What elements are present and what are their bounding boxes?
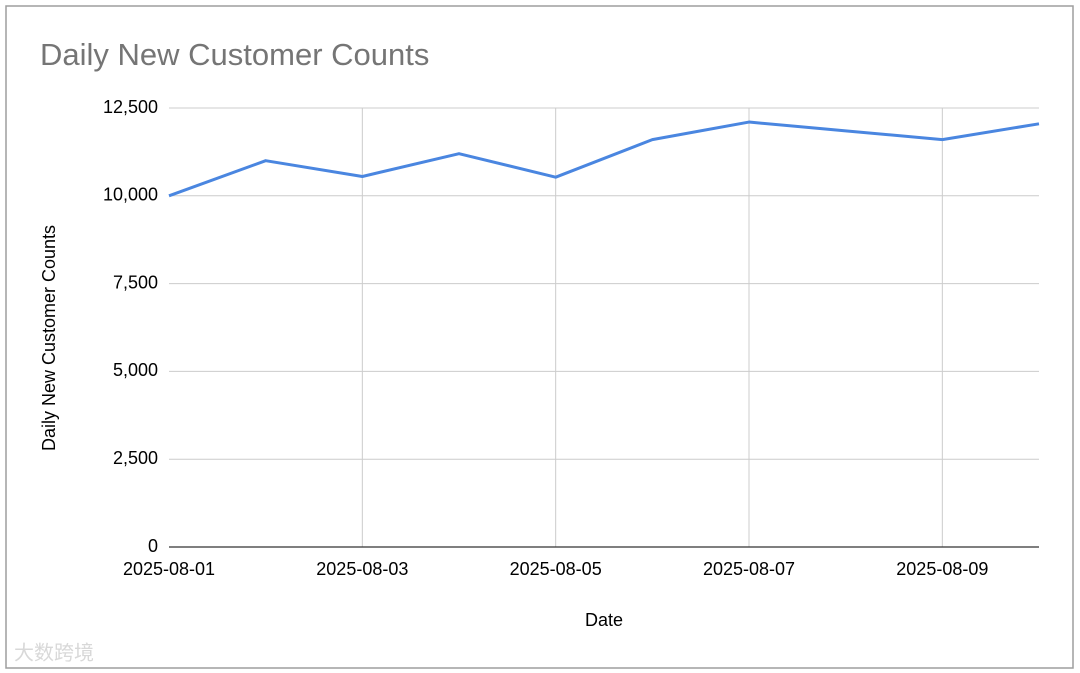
y-tick-label: 5,000 (113, 360, 158, 380)
y-tick-label: 2,500 (113, 448, 158, 468)
x-axis-label: Date (585, 610, 623, 630)
y-tick-label: 12,500 (103, 97, 158, 117)
x-tick-label: 2025-08-01 (123, 559, 215, 579)
x-tick-label: 2025-08-05 (510, 559, 602, 579)
chart-title: Daily New Customer Counts (40, 37, 429, 72)
x-tick-label: 2025-08-07 (703, 559, 795, 579)
chart-frame (5, 5, 1074, 669)
data-line (168, 120, 1040, 198)
x-tick-label: 2025-08-09 (896, 559, 988, 579)
y-axis-label: Daily New Customer Counts (39, 225, 59, 451)
y-tick-label: 7,500 (113, 272, 158, 292)
y-tick-label: 0 (148, 536, 158, 556)
y-tick-label: 10,000 (103, 185, 158, 205)
watermark: 大数跨境 (14, 641, 94, 664)
x-tick-label: 2025-08-03 (316, 559, 408, 579)
